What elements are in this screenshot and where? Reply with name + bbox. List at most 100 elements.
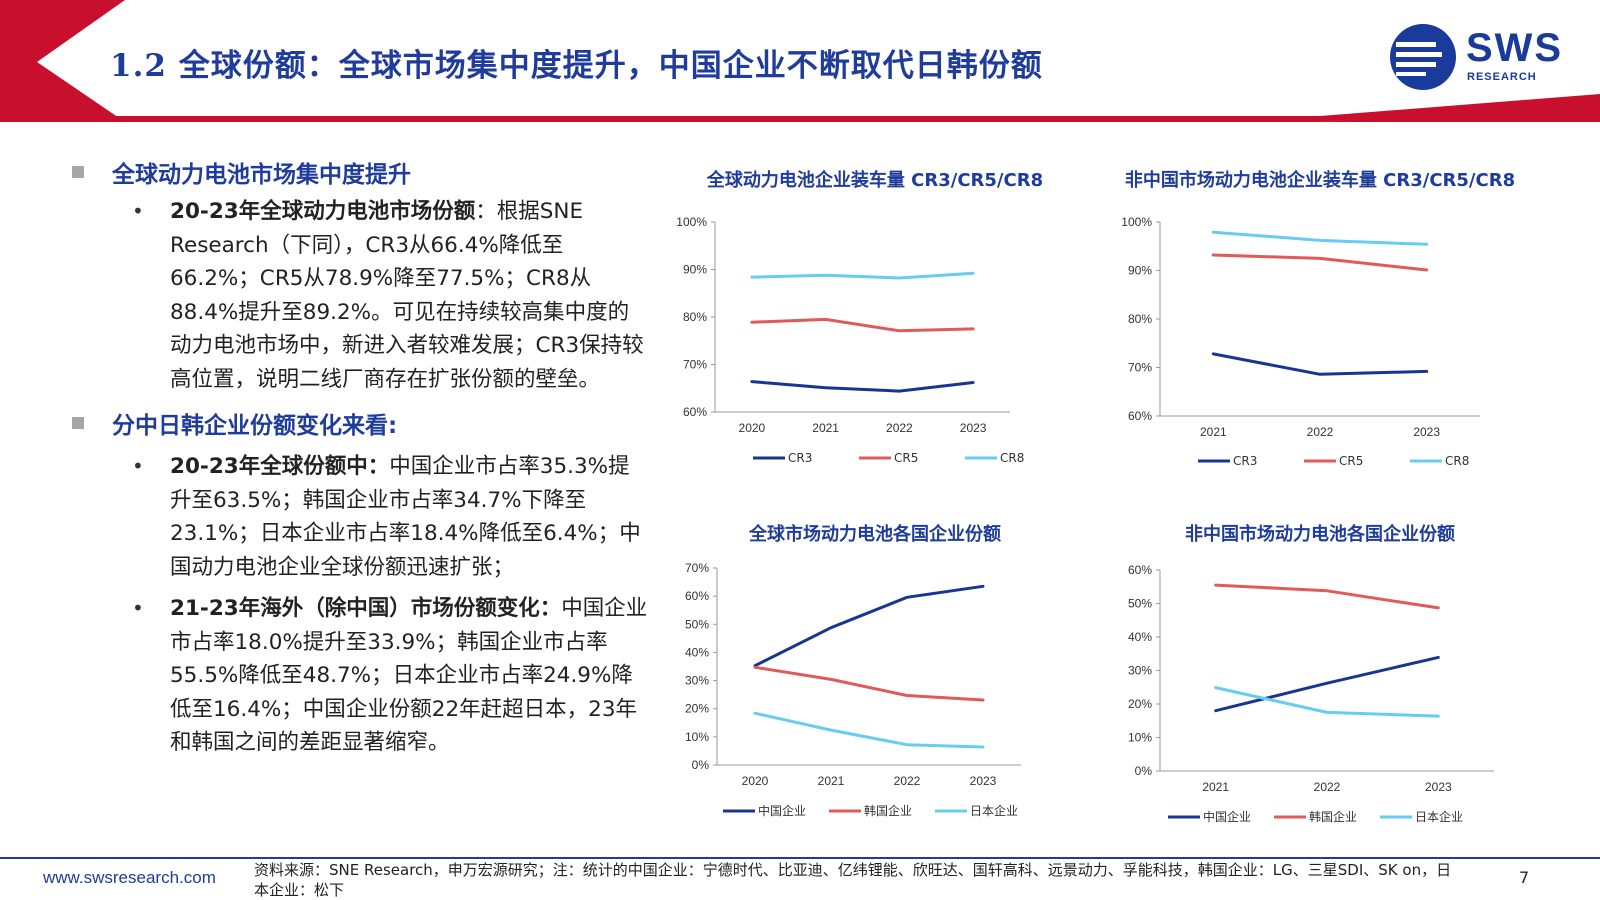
chart-svg: 0% 10% 20% 30% 40% 50% 60% 70% 2020 2021 2022 2023 中… [685,561,1021,818]
page-number: 7 [1519,868,1530,887]
series-line-中国企业 [753,584,985,668]
y-tick-label: 0% [1135,764,1153,778]
bullet-bold-lead: 20-23年全球份额中： [170,454,390,479]
bullet-item: • 20-23年全球份额中：中国企业市占率35.3%提升至63.5%；韩国企业市… [70,450,650,584]
series-line-CR8 [1211,230,1429,246]
square-bullet-icon [72,166,84,178]
chart-title: 全球动力电池企业装车量 CR3/CR5/CR8 [706,170,1044,191]
header-band [0,0,1600,122]
bullet-text: 中国企业市占率35.3%提升至63.5%；韩国企业市占率34.7%下降至23.1… [170,454,641,580]
y-tick-label: 20% [685,702,709,716]
section-heading-2: 分中日韩企业份额变化来看: [70,406,650,440]
chart-global-cr: 全球动力电池企业装车量 CR3/CR5/CR8 60% 70% 80% 90% 100%… [665,160,1085,490]
section-heading-1: 全球动力电池市场集中度提升 [70,155,650,189]
x-tick-label: 2020 [739,421,766,435]
legend-label: 韩国企业 [1309,809,1357,824]
legend-label: 日本企业 [970,803,1018,818]
footer-source-note: 资料来源：SNE Research，申万宏源研究；注：统计的中国企业：宁德时代、… [254,861,1452,899]
y-tick-label: 10% [685,730,709,744]
y-tick-label: 60% [683,405,707,419]
bullet-dot-icon: • [132,596,144,620]
series-line-日本企业 [1214,686,1440,718]
x-tick-label: 2023 [970,774,997,788]
x-tick-label: 2020 [742,774,769,788]
chart-title: 非中国市场动力电池各国企业份额 [1185,524,1455,545]
logo-subtext: RESEARCH [1467,71,1537,83]
legend-label: CR3 [788,451,812,465]
bullet-item: • 20-23年全球动力电池市场份额：根据SNE Research（下同），CR… [70,195,650,396]
footer-divider [0,857,1600,859]
y-tick-label: 0% [692,758,710,772]
legend-label: 韩国企业 [864,803,912,818]
y-tick-label: 10% [1128,731,1152,745]
legend-label: CR5 [1339,454,1363,468]
page-title: 1.2 全球份额：全球市场集中度提升，中国企业不断取代日韩份额 [110,48,1043,84]
series-line-中国企业 [1214,655,1440,713]
legend-label: CR8 [1445,454,1469,468]
series-line-CR3 [750,380,975,393]
legend-label: 日本企业 [1415,809,1463,824]
x-tick-label: 2022 [894,774,921,788]
legend-label: CR3 [1233,454,1257,468]
x-tick-label: 2023 [1413,425,1440,439]
chart-nonchina-cr: 非中国市场动力电池企业装车量 CR3/CR5/CR8 60% 70% 80% 90% 1… [1100,160,1540,490]
y-tick-label: 40% [1128,630,1152,644]
logo-text: SWS [1466,26,1564,70]
x-tick-label: 2021 [1202,780,1229,794]
y-tick-label: 50% [685,617,709,631]
y-tick-label: 20% [1128,697,1152,711]
bullet-dot-icon: • [132,199,144,223]
series-line-CR5 [1211,253,1429,272]
bullet-bold-lead: 20-23年全球动力电池市场份额 [170,199,476,224]
y-tick-label: 90% [683,263,707,277]
chart-svg: 60% 70% 80% 90% 100% 2020 2021 2022 2023 CR3 CR5 CR… [676,215,1024,465]
y-tick-label: 80% [683,310,707,324]
series-line-CR8 [750,271,975,280]
chart-global-country-share: 全球市场动力电池各国企业份额 0% 10% 20% 30% 40% 50% 60% 70% 20… [665,510,1085,850]
sws-logo-icon [1390,24,1456,90]
series-line-CR3 [1211,352,1429,376]
square-bullet-icon [72,417,84,429]
legend-label: 中国企业 [758,803,806,818]
chart-nonchina-country-share: 非中国市场动力电池各国企业份额 0% 10% 20% 30% 40% 50% 60% 2021… [1100,510,1540,850]
y-tick-label: 70% [683,358,707,372]
y-tick-label: 100% [1121,215,1152,229]
y-tick-label: 60% [685,589,709,603]
chart-title: 非中国市场动力电池企业装车量 CR3/CR5/CR8 [1124,170,1516,191]
chart-svg: 0% 10% 20% 30% 40% 50% 60% 2021 2022 2023 中国企业 韩国企业… [1128,563,1494,824]
series-line-CR5 [750,317,975,333]
y-tick-label: 30% [685,674,709,688]
bullet-text: 中国企业市占率18.0%提升至33.9%；韩国企业市占率55.5%降低至48.7… [170,596,648,755]
y-tick-label: 90% [1128,264,1152,278]
chart-title: 全球市场动力电池各国企业份额 [749,524,1001,545]
y-tick-label: 60% [1128,409,1152,423]
series-line-韩国企业 [753,665,985,702]
x-tick-label: 2023 [1425,780,1452,794]
x-tick-label: 2021 [1200,425,1227,439]
series-line-韩国企业 [1214,583,1440,610]
x-tick-label: 2022 [1314,780,1341,794]
y-tick-label: 30% [1128,664,1152,678]
y-tick-label: 40% [685,645,709,659]
legend-label: CR8 [1000,451,1024,465]
left-text-column: 全球动力电池市场集中度提升 • 20-23年全球动力电池市场份额：根据SNE R… [70,155,650,764]
x-tick-label: 2022 [1307,425,1334,439]
x-tick-label: 2021 [818,774,845,788]
footer-url-link[interactable]: www.swsresearch.com [43,868,216,887]
y-tick-label: 70% [685,561,709,575]
series-line-日本企业 [753,711,985,749]
x-tick-label: 2023 [960,421,987,435]
legend-label: CR5 [894,451,918,465]
y-tick-label: 70% [1128,361,1152,375]
legend-label: 中国企业 [1203,809,1251,824]
x-tick-label: 2021 [812,421,839,435]
chart-svg: 60% 70% 80% 90% 100% 2021 2022 2023 CR3 CR5 CR8 [1121,215,1480,468]
y-tick-label: 50% [1128,597,1152,611]
y-tick-label: 80% [1128,312,1152,326]
bullet-bold-lead: 21-23年海外（除中国）市场份额变化： [170,596,562,621]
y-tick-label: 100% [676,215,707,229]
bullet-item: • 21-23年海外（除中国）市场份额变化：中国企业市占率18.0%提升至33.… [70,592,650,760]
bullet-text: ：根据SNE Research（下同），CR3从66.4%降低至66.2%；CR… [170,199,644,392]
bullet-dot-icon: • [132,454,144,478]
y-tick-label: 60% [1128,563,1152,577]
